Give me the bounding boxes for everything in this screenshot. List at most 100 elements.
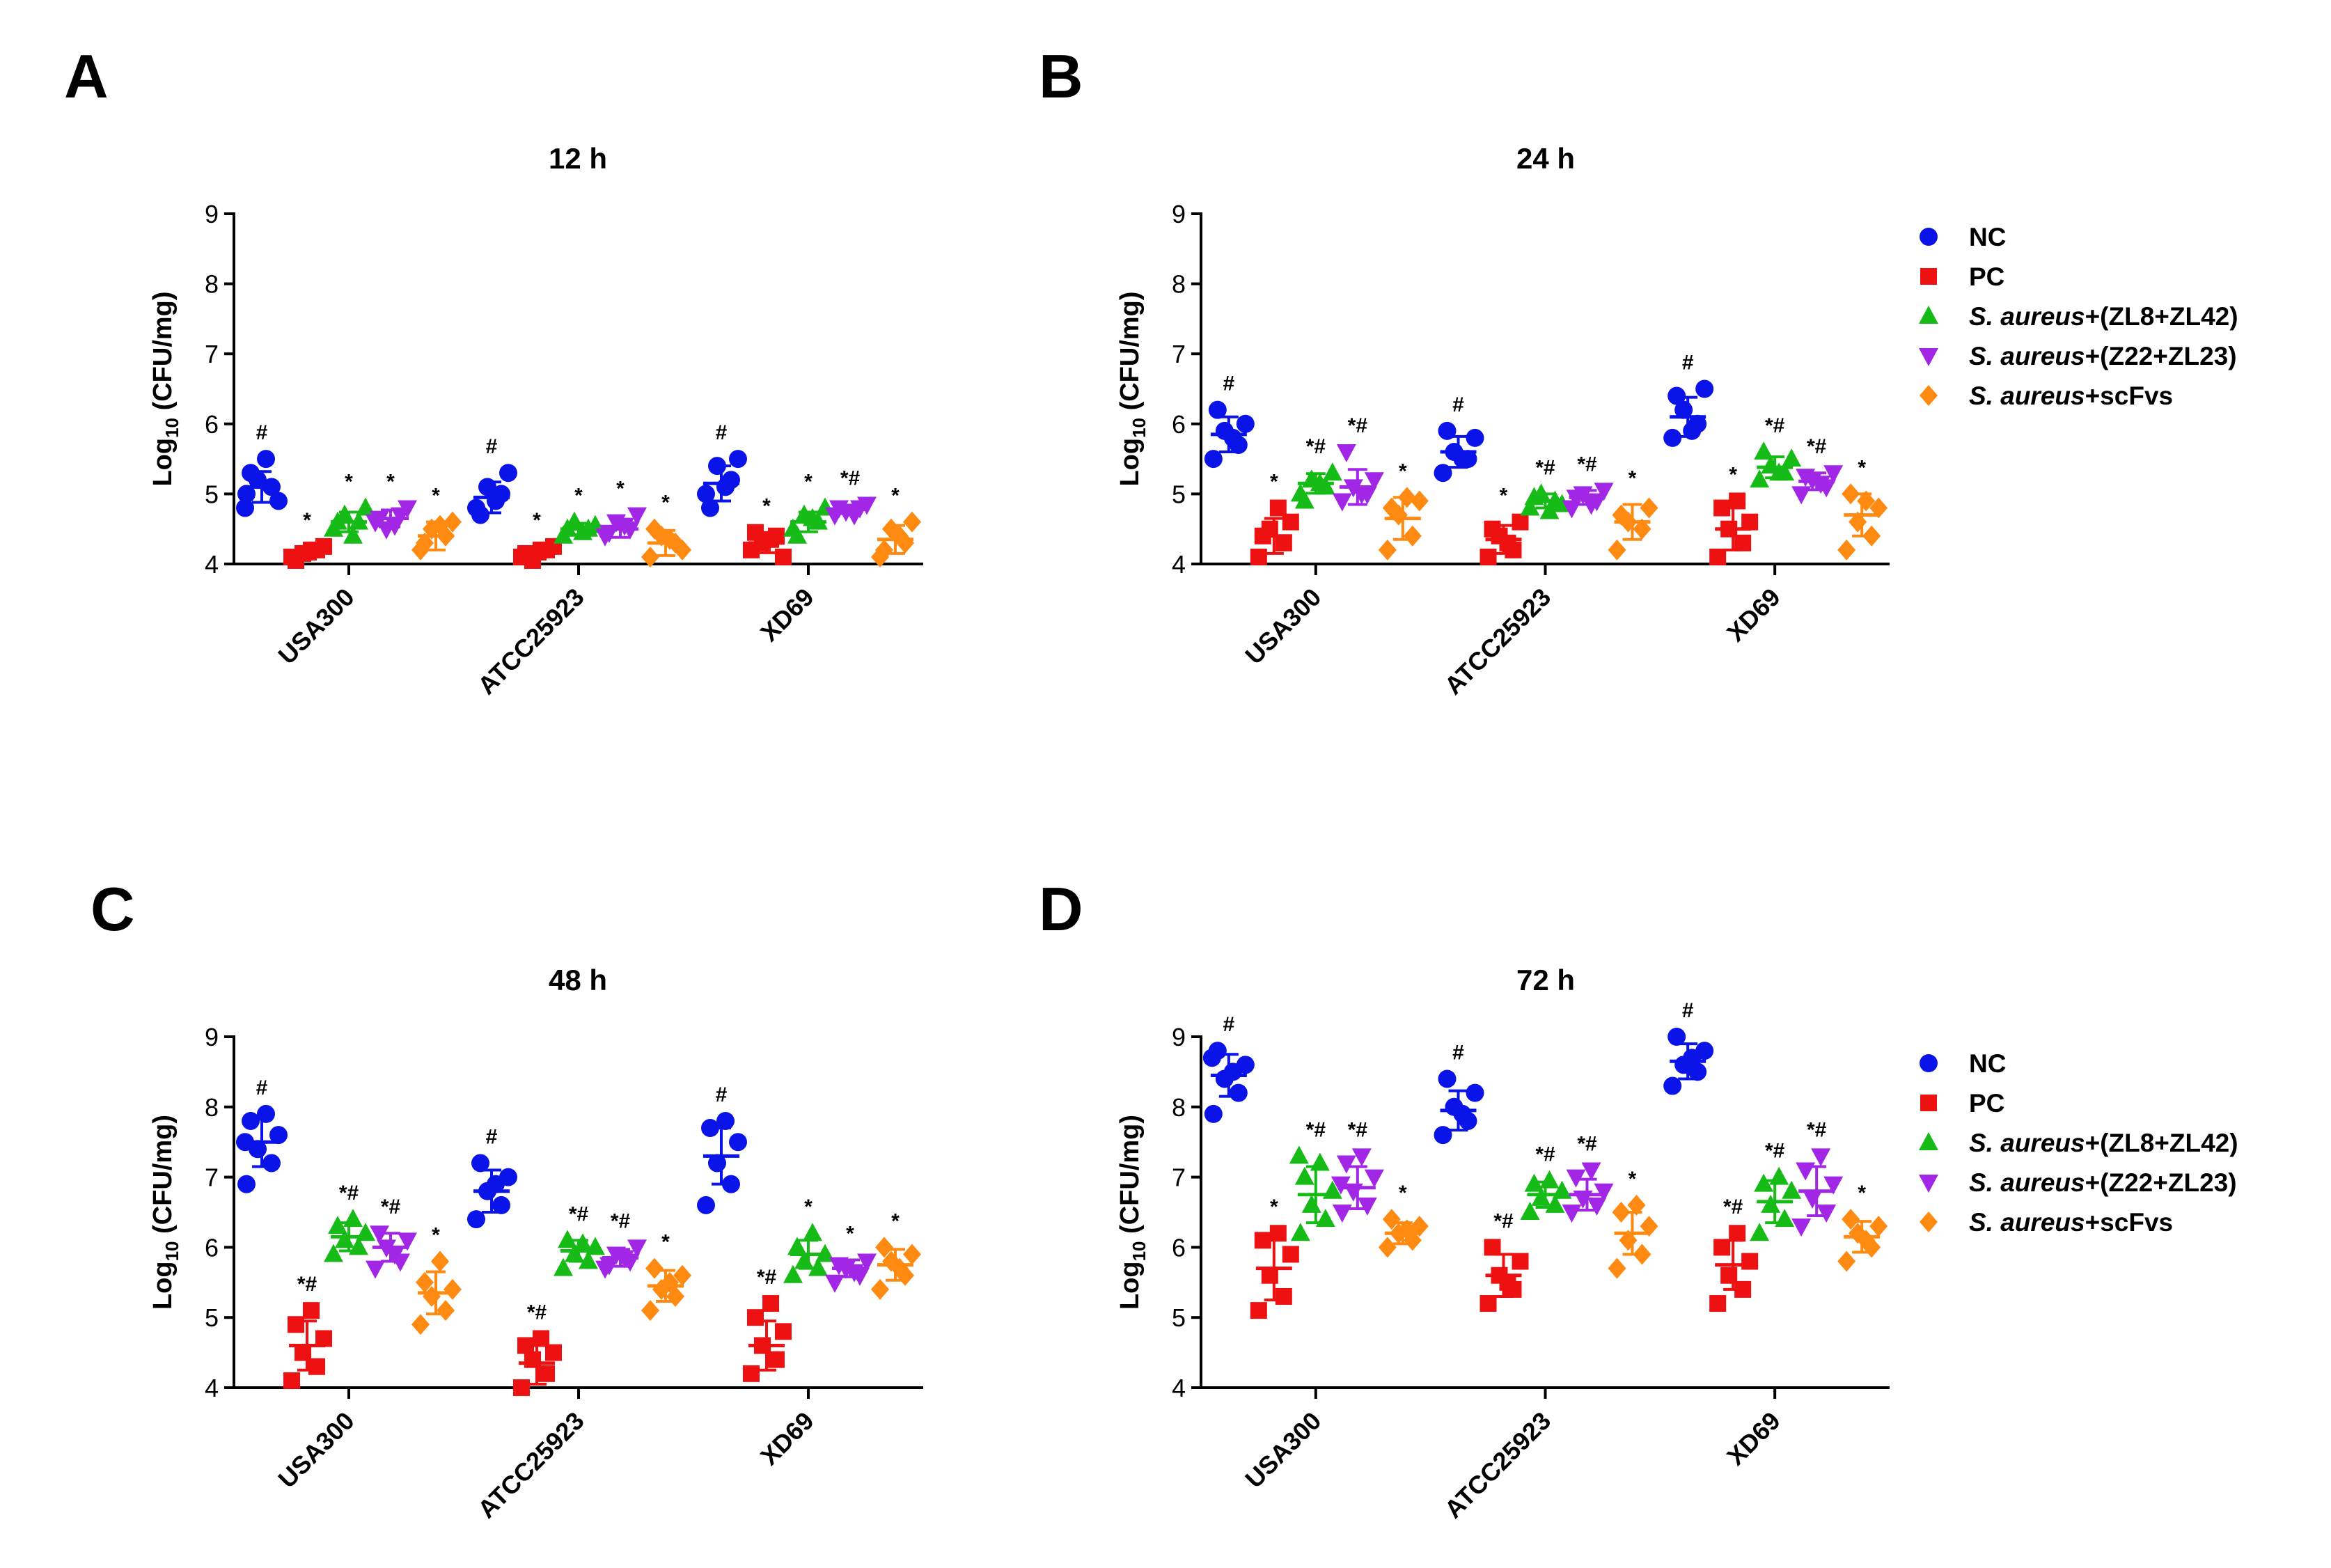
data-point <box>1357 1197 1377 1216</box>
panel-letter: A <box>64 42 109 111</box>
legend-label-text: +scFvs <box>2085 1208 2174 1237</box>
data-point <box>545 1344 562 1361</box>
data-group: *# <box>1750 1140 1802 1241</box>
significance-label: *# <box>297 1273 317 1296</box>
significance-label: # <box>486 1125 498 1148</box>
x-tick-label: ATCC25923 <box>1439 1406 1557 1524</box>
x-tick-label: ATCC25923 <box>472 583 590 700</box>
data-point <box>1332 1205 1352 1223</box>
data-point <box>533 1330 549 1347</box>
significance-label: *# <box>757 1266 777 1289</box>
data-group: * <box>641 1231 691 1322</box>
data-group: *# <box>513 1301 562 1396</box>
data-point <box>1378 539 1397 560</box>
data-group: *# <box>743 1266 792 1382</box>
data-point <box>1713 1239 1731 1256</box>
data-point <box>1331 1176 1351 1195</box>
data-point <box>1811 1148 1831 1167</box>
data-point <box>1842 483 1860 505</box>
legend-item: S. aureus+(ZL8+ZL42) <box>1919 1129 2238 1157</box>
data-point <box>444 511 462 533</box>
data-point <box>283 1372 300 1389</box>
legend-marker <box>1920 268 1937 285</box>
data-point <box>1688 1063 1707 1081</box>
y-tick-label: 7 <box>1172 1163 1186 1192</box>
legend-label-text: +(Z22+ZL23) <box>2085 1168 2237 1197</box>
data-point <box>1640 1216 1658 1237</box>
legend-label-text: +(ZL8+ZL42) <box>2085 1129 2238 1157</box>
data-point <box>1782 1180 1802 1199</box>
data-point <box>1250 548 1267 565</box>
legend-label-italic: S. aureus <box>1969 382 2085 410</box>
data-point <box>1663 428 1682 447</box>
data-point <box>1382 497 1401 519</box>
legend-label-text: +scFvs <box>2085 382 2174 410</box>
data-point <box>673 539 691 560</box>
data-point <box>1709 548 1727 565</box>
y-tick-label: 5 <box>1172 1303 1186 1332</box>
legend-label-text: +(Z22+ZL23) <box>2085 342 2237 370</box>
data-point <box>416 532 434 554</box>
legend-marker <box>1919 348 1938 366</box>
data-point <box>701 1119 719 1138</box>
data-point <box>242 464 260 483</box>
y-axis-label: Log10 (CFU/mg) <box>148 1115 182 1310</box>
data-point <box>641 546 659 567</box>
data-group: *# <box>554 1202 605 1276</box>
significance-label: * <box>345 471 353 494</box>
panel-letter: B <box>1039 42 1083 111</box>
y-tick-label: 7 <box>1172 340 1186 368</box>
data-point <box>1667 1028 1686 1046</box>
y-axis-label: Log10 (CFU/mg) <box>1115 1115 1149 1310</box>
data-point <box>1229 1083 1248 1102</box>
data-point <box>1741 1253 1759 1270</box>
y-tick-label: 6 <box>205 1233 219 1262</box>
significance-label: # <box>1223 1013 1234 1036</box>
legend-marker <box>1920 1054 1938 1072</box>
legend-item: NC <box>1920 223 2006 251</box>
data-point <box>627 507 647 526</box>
significance-label: *# <box>1348 1118 1368 1141</box>
significance-label: * <box>432 1224 440 1247</box>
legend-label-text: NC <box>1969 1049 2006 1078</box>
data-point <box>487 492 505 510</box>
data-point <box>1823 465 1844 484</box>
significance-label: * <box>661 1231 670 1254</box>
y-tick-label: 8 <box>1172 270 1186 299</box>
data-point <box>871 1278 889 1300</box>
data-point <box>697 1195 715 1214</box>
significance-label: * <box>804 471 813 494</box>
data-point <box>729 1133 747 1152</box>
data-point <box>768 1351 785 1368</box>
significance-label: *# <box>1306 1118 1326 1141</box>
data-point <box>645 1257 664 1279</box>
data-point <box>1869 1216 1888 1237</box>
data-point <box>1250 1302 1267 1319</box>
significance-label: * <box>1270 471 1278 494</box>
panel-a: A 12 h 4 5 6 7 8 9 Log10 (CFU/mg) USA300 # * * * * ATCC… <box>64 42 923 700</box>
data-point <box>1434 464 1452 483</box>
data-group: *# <box>1331 1118 1384 1223</box>
data-point <box>558 1230 577 1248</box>
data-point <box>743 1365 760 1382</box>
data-point <box>1254 1232 1271 1249</box>
data-point <box>903 1244 921 1265</box>
data-point <box>398 1232 417 1251</box>
data-point <box>1282 513 1299 531</box>
data-group: *# <box>1562 453 1614 519</box>
data-point <box>1208 400 1227 419</box>
significance-label: * <box>616 478 625 501</box>
y-tick-label: 9 <box>1172 200 1186 228</box>
data-point <box>554 1257 573 1276</box>
chart-title: 48 h <box>549 964 607 996</box>
data-point <box>444 1278 462 1300</box>
data-point <box>1566 1169 1586 1188</box>
data-group: # <box>697 1083 747 1214</box>
data-point <box>343 525 363 544</box>
legend-label: S. aureus+(Z22+ZL23) <box>1969 342 2237 370</box>
significance-label: * <box>661 492 670 515</box>
data-group: * <box>283 509 332 569</box>
